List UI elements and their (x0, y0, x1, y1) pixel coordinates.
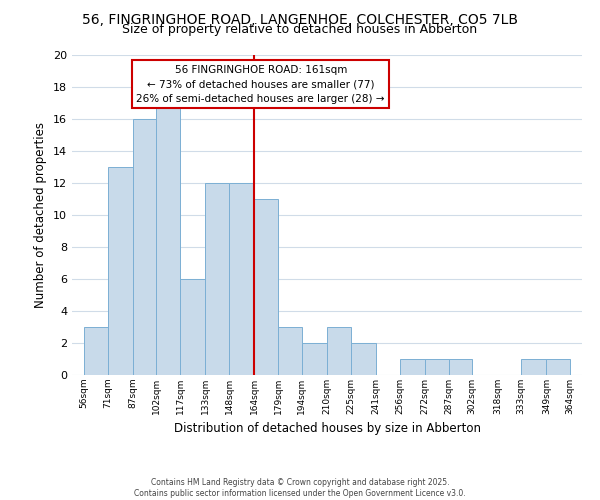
X-axis label: Distribution of detached houses by size in Abberton: Distribution of detached houses by size … (173, 422, 481, 436)
Bar (157, 103, 180, 375)
Bar (350, 343, 376, 375)
Bar (278, 327, 302, 375)
Y-axis label: Number of detached properties: Number of detached properties (34, 122, 47, 308)
Text: Size of property relative to detached houses in Abberton: Size of property relative to detached ho… (122, 22, 478, 36)
Bar (84, 327, 107, 375)
Bar (425, 359, 449, 375)
Bar (205, 183, 229, 375)
Bar (547, 359, 570, 375)
Bar (327, 327, 350, 375)
Bar (449, 359, 472, 375)
Bar (229, 183, 254, 375)
Bar (107, 167, 133, 375)
Bar (400, 359, 425, 375)
Bar (521, 359, 547, 375)
Bar (180, 279, 205, 375)
Text: 56 FINGRINGHOE ROAD: 161sqm
← 73% of detached houses are smaller (77)
26% of sem: 56 FINGRINGHOE ROAD: 161sqm ← 73% of det… (136, 64, 385, 104)
Bar (254, 199, 278, 375)
Text: Contains HM Land Registry data © Crown copyright and database right 2025.
Contai: Contains HM Land Registry data © Crown c… (134, 478, 466, 498)
Bar (302, 343, 327, 375)
Bar (133, 119, 157, 375)
Text: 56, FINGRINGHOE ROAD, LANGENHOE, COLCHESTER, CO5 7LB: 56, FINGRINGHOE ROAD, LANGENHOE, COLCHES… (82, 12, 518, 26)
